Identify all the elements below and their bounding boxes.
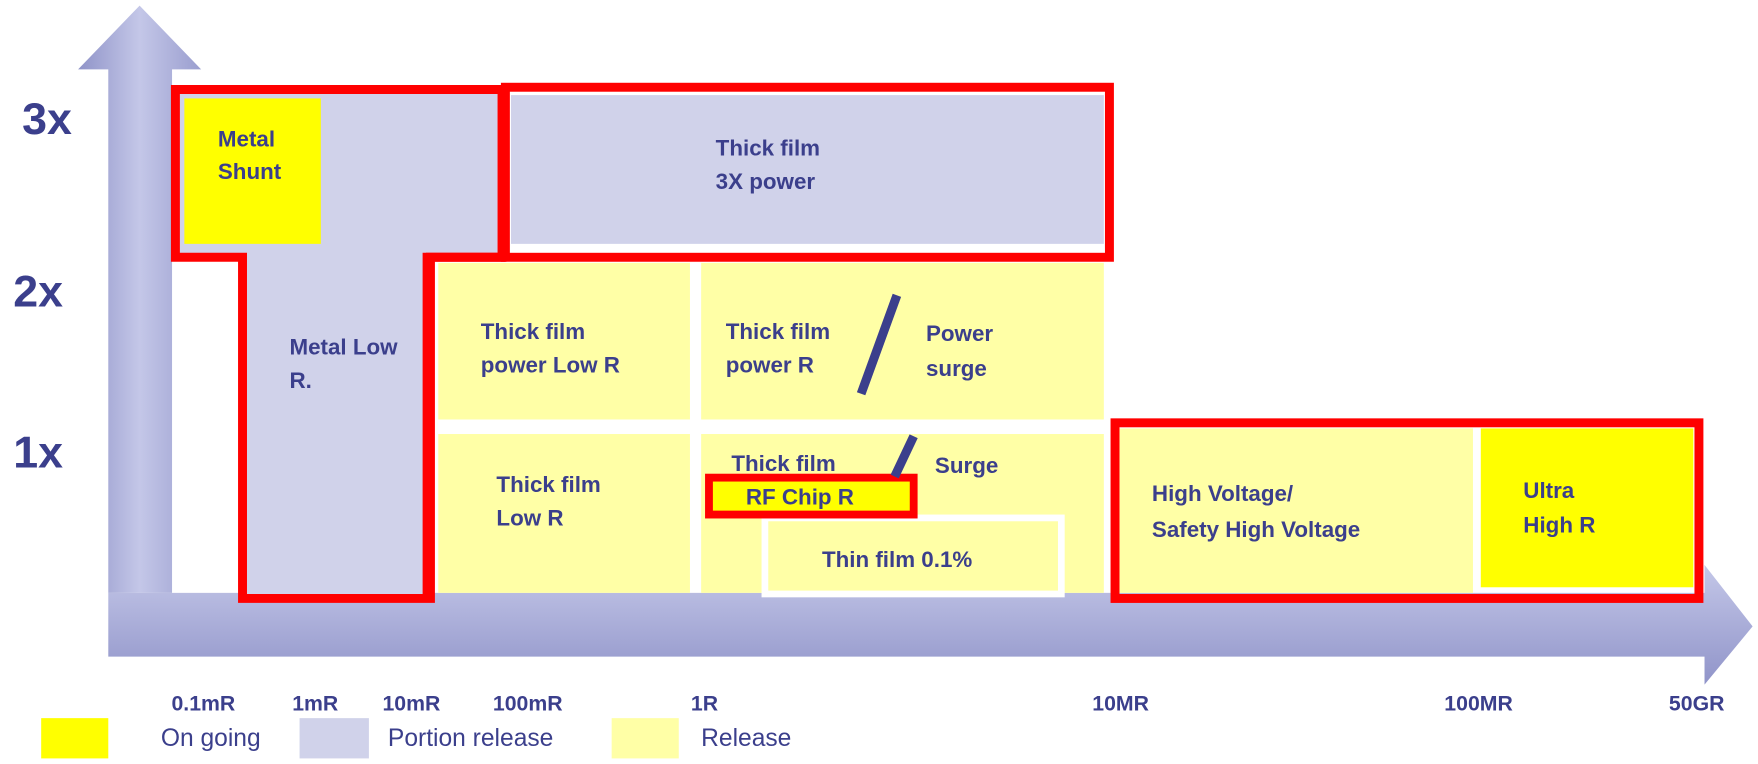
- block-label: Thick film: [481, 319, 585, 344]
- block: [1117, 428, 1473, 593]
- legend-label: Release: [701, 725, 791, 752]
- block-label: 3X power: [716, 169, 816, 194]
- block-label: Thick film: [726, 319, 830, 344]
- block-label: RF Chip R: [746, 484, 854, 509]
- x-label: 100MR: [1444, 691, 1513, 715]
- outline: [1110, 418, 1704, 603]
- x-label: 0.1mR: [171, 691, 235, 715]
- slash: [856, 293, 902, 396]
- block-label: Thick film: [716, 135, 820, 160]
- x-label: 1mR: [292, 691, 338, 715]
- legend-swatch: [611, 718, 679, 759]
- block-label: surge: [926, 356, 987, 381]
- block-label: Thick film: [731, 451, 835, 476]
- legend-label: Portion release: [388, 725, 553, 752]
- x-label: 1R: [691, 691, 718, 715]
- block: [701, 262, 1104, 420]
- block-label: Surge: [935, 453, 998, 478]
- slash: [890, 434, 918, 479]
- x-label: 10MR: [1092, 691, 1149, 715]
- block-label: Shunt: [218, 159, 282, 184]
- block: [705, 473, 918, 519]
- block-label: Thin film 0.1%: [822, 547, 972, 572]
- block: [510, 95, 1104, 244]
- y-label: 1x: [13, 428, 63, 478]
- legend-swatch: [41, 718, 109, 759]
- block-label: power R: [726, 352, 814, 377]
- block-label: Metal: [218, 127, 275, 152]
- block: [1480, 428, 1694, 588]
- block-label: Metal Low: [290, 335, 399, 360]
- legend-label: On going: [161, 725, 261, 752]
- block: [438, 434, 690, 593]
- block-label: Thick film: [496, 472, 600, 497]
- block: [761, 514, 1065, 598]
- block-label: Power: [926, 321, 993, 346]
- block-label: Ultra: [1523, 478, 1575, 503]
- x-label: 50GR: [1669, 691, 1725, 715]
- x-label: 100mR: [493, 691, 563, 715]
- block-label: Safety High Voltage: [1152, 517, 1360, 542]
- y-axis-arrow: [78, 5, 202, 593]
- block-label: High R: [1523, 512, 1595, 537]
- block: [242, 251, 433, 597]
- y-label: 2x: [13, 266, 63, 316]
- legend-swatch: [299, 718, 369, 759]
- outline: [500, 82, 1114, 262]
- x-label: 10mR: [382, 691, 440, 715]
- outline: [422, 252, 506, 599]
- y-label: 3x: [22, 94, 72, 144]
- block: [184, 98, 321, 244]
- block-label: R.: [290, 368, 312, 393]
- block: [438, 262, 690, 420]
- block-label: power Low R: [481, 352, 620, 377]
- block-label: Low R: [496, 506, 563, 531]
- block-label: High Voltage/: [1152, 481, 1293, 506]
